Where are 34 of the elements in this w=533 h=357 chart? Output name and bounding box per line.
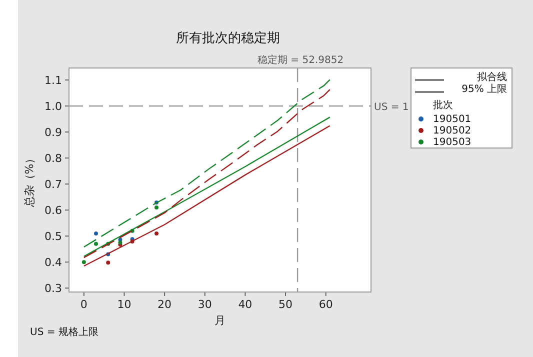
legend-title: 批次 <box>433 99 453 111</box>
y-axis-title: 总杂（%） <box>23 152 36 208</box>
y-tick-label: 0.7 <box>44 178 62 192</box>
y-tick-label: 0.9 <box>44 126 62 139</box>
x-tick-label: 60 <box>318 298 333 311</box>
y-tick-label: 1.0 <box>44 100 62 113</box>
point <box>106 260 110 265</box>
point <box>154 205 158 210</box>
point <box>94 231 98 236</box>
chart-title: 所有批次的稳定期 <box>176 31 280 46</box>
y-tick-label: 0.3 <box>44 282 62 296</box>
text: US = 规格上限 <box>30 326 98 338</box>
x-tick-label: 30 <box>198 298 212 311</box>
y-tick-label: 0.5 <box>44 230 62 244</box>
point <box>82 260 86 264</box>
y-tick-label: 1.1 <box>44 74 62 87</box>
x-axis-title: 月 <box>214 314 226 327</box>
legend-label: 190502 <box>433 126 472 136</box>
x-tick-label: 10 <box>117 298 132 311</box>
x-tick-label: 20 <box>158 298 172 311</box>
x-tick-label: 40 <box>238 298 252 311</box>
text: 拟合线 <box>477 71 507 83</box>
ref-line-label: US = 1 <box>374 102 409 113</box>
text: 95% 上限 <box>462 83 507 95</box>
x-tick-label: 50 <box>278 298 293 311</box>
point <box>154 231 158 236</box>
legend-label: 190501 <box>433 114 472 125</box>
y-tick-label: 0.4 <box>44 256 62 270</box>
ref-line-label: 稳定期 = 52.9852 <box>258 54 344 66</box>
legend-label: 190503 <box>433 137 472 148</box>
y-tick-label: 0.6 <box>44 204 62 218</box>
x-tick-label: 0 <box>80 298 88 311</box>
point <box>94 242 98 246</box>
y-tick-label: 0.8 <box>44 152 62 166</box>
